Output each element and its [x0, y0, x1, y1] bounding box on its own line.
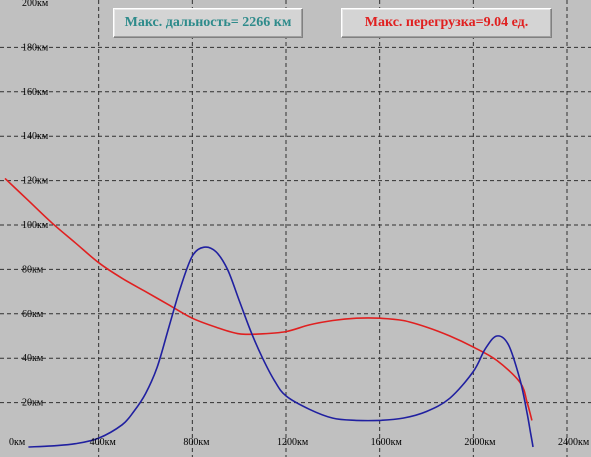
trajectory-series-line: [28, 246, 534, 448]
x-tick-label: 0км: [9, 437, 26, 448]
y-tick-label: 140км: [22, 131, 49, 142]
y-tick-label: 40км: [22, 353, 44, 364]
y-tick-label: 160км: [22, 87, 49, 98]
max-range-label: Макс. дальность= 2266 км: [124, 15, 292, 30]
y-tick-label: 200км: [22, 0, 49, 9]
overload-series-line: [4, 177, 533, 421]
y-tick-label: 20км: [22, 398, 44, 409]
max-overload-indicator: Макс. перегрузка=9.04 ед.: [341, 8, 552, 38]
x-tick-label: 1200км: [277, 437, 309, 448]
y-tick-label: 180км: [22, 42, 49, 53]
y-tick-label: 120км: [22, 176, 49, 187]
y-tick-label: 100км: [22, 220, 49, 231]
max-range-indicator: Макс. дальность= 2266 км: [113, 8, 303, 38]
x-tick-label: 2000км: [464, 437, 496, 448]
max-overload-label: Макс. перегрузка=9.04 ед.: [364, 15, 529, 30]
x-tick-label: 2400км: [558, 437, 590, 448]
x-tick-label: 800км: [183, 437, 210, 448]
x-tick-label: 1600км: [371, 437, 403, 448]
y-tick-label: 80км: [22, 264, 44, 275]
x-tick-label: 400км: [90, 437, 117, 448]
y-tick-label: 60км: [22, 309, 44, 320]
